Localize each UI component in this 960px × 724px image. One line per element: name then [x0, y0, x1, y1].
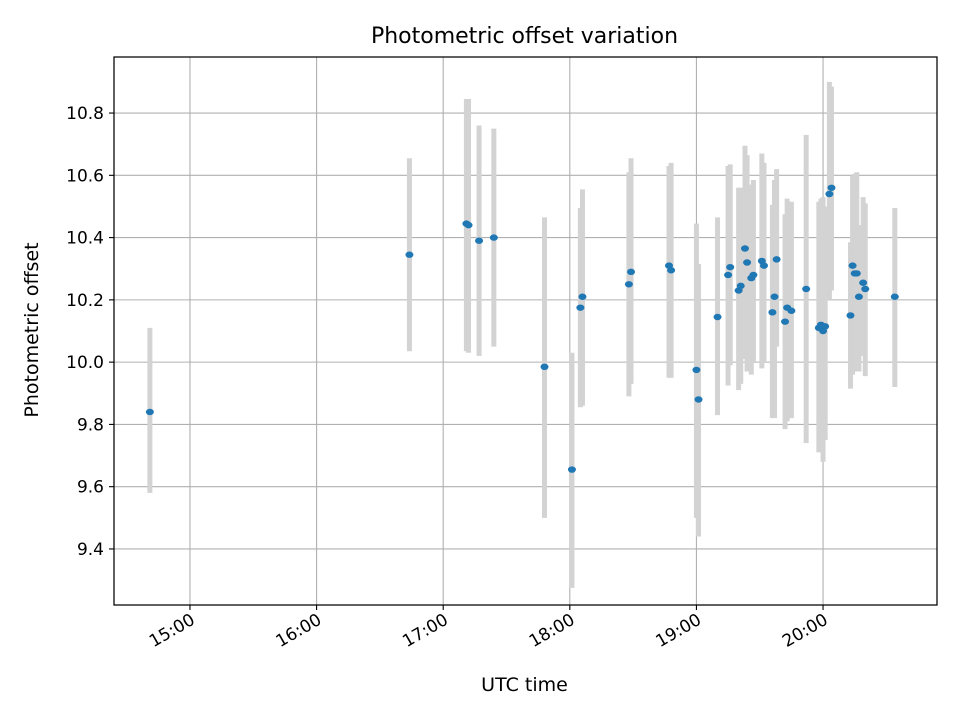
data-point	[846, 312, 855, 319]
data-point	[768, 309, 777, 316]
y-tick-label: 10.0	[66, 353, 104, 373]
data-point	[770, 293, 779, 300]
data-point	[787, 307, 796, 314]
data-point	[667, 267, 676, 274]
data-point	[567, 466, 576, 473]
data-point	[743, 259, 752, 266]
data-point	[861, 285, 870, 293]
data-point	[802, 285, 811, 293]
data-points	[145, 184, 899, 473]
y-tick-label: 10.8	[66, 104, 104, 124]
plot-area-frame	[113, 56, 938, 606]
data-point	[475, 237, 484, 244]
data-point	[759, 262, 768, 269]
data-point	[740, 245, 749, 252]
y-tick-label: 9.6	[77, 478, 104, 498]
y-axis-label: Photometric offset	[21, 242, 43, 417]
y-tick-label: 9.4	[77, 540, 104, 560]
data-point	[692, 366, 701, 374]
data-point	[464, 221, 473, 229]
chart-title: Photometric offset variation	[371, 24, 678, 49]
data-point	[854, 293, 863, 300]
y-tick-label: 10.4	[66, 229, 104, 249]
data-point	[827, 184, 836, 191]
data-point	[578, 293, 587, 300]
data-point	[540, 363, 549, 371]
data-point	[624, 281, 633, 288]
data-point	[627, 268, 636, 276]
data-point	[576, 304, 585, 311]
data-point	[852, 270, 861, 277]
data-point	[489, 234, 498, 241]
x-axis-label: UTC time	[481, 674, 568, 696]
data-point	[781, 318, 790, 325]
data-point	[821, 323, 830, 330]
data-point	[145, 408, 154, 416]
data-point	[724, 271, 733, 279]
data-point	[405, 251, 414, 258]
y-tick-label: 10.6	[66, 166, 104, 186]
data-point	[890, 293, 899, 300]
data-point	[848, 262, 857, 269]
y-tick-label: 9.8	[77, 415, 104, 435]
data-point	[859, 279, 868, 286]
data-point	[772, 256, 781, 263]
data-point	[713, 313, 722, 321]
data-point	[726, 263, 735, 271]
y-tick-label: 10.2	[66, 291, 104, 311]
data-point	[825, 190, 834, 198]
data-point	[736, 282, 745, 290]
data-point	[749, 271, 758, 279]
data-point	[694, 396, 703, 403]
